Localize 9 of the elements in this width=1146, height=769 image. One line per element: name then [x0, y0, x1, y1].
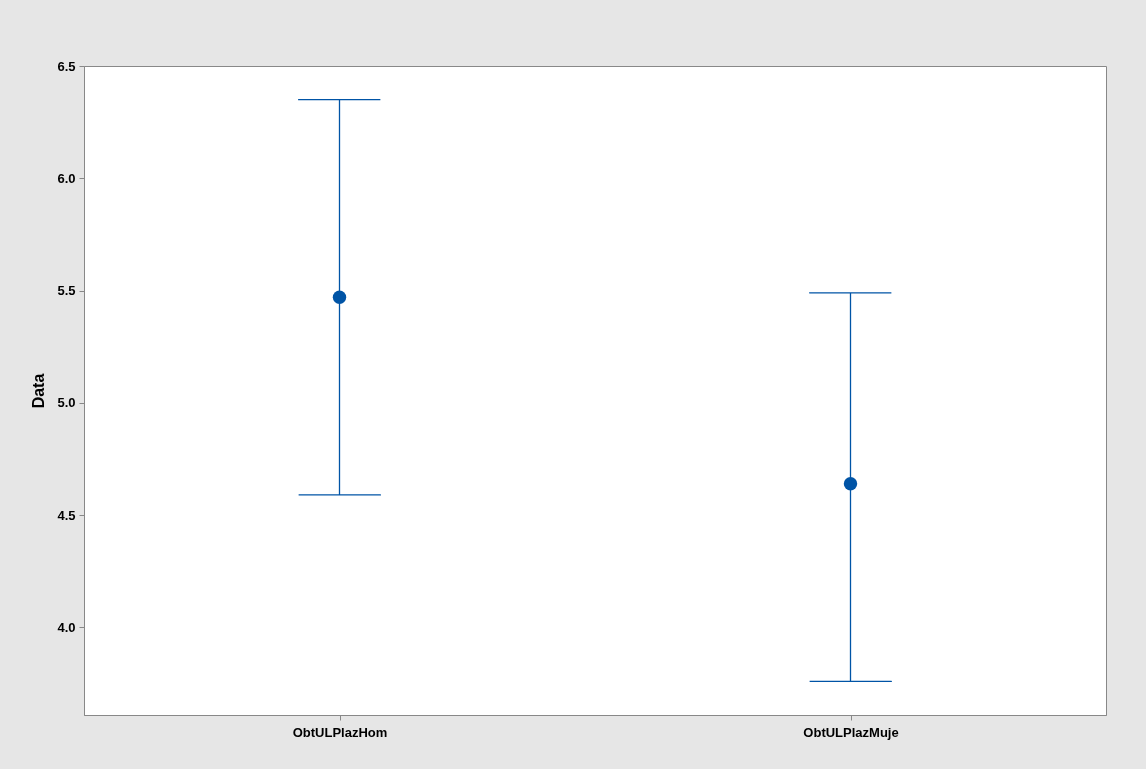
y-tick-label: 5.0	[57, 395, 76, 411]
x-tick-label: ObtULPlazHom	[292, 724, 388, 740]
y-tick-label: 4.5	[57, 507, 76, 523]
y-axis-title: Data	[30, 373, 48, 409]
y-tick-label: 6.0	[57, 170, 76, 186]
x-tick-label: ObtULPlazMuje	[803, 724, 899, 740]
y-tick-label: 5.5	[57, 283, 76, 299]
y-tick-label: 4.0	[57, 619, 76, 635]
y-tick-label: 6.5	[57, 58, 76, 74]
